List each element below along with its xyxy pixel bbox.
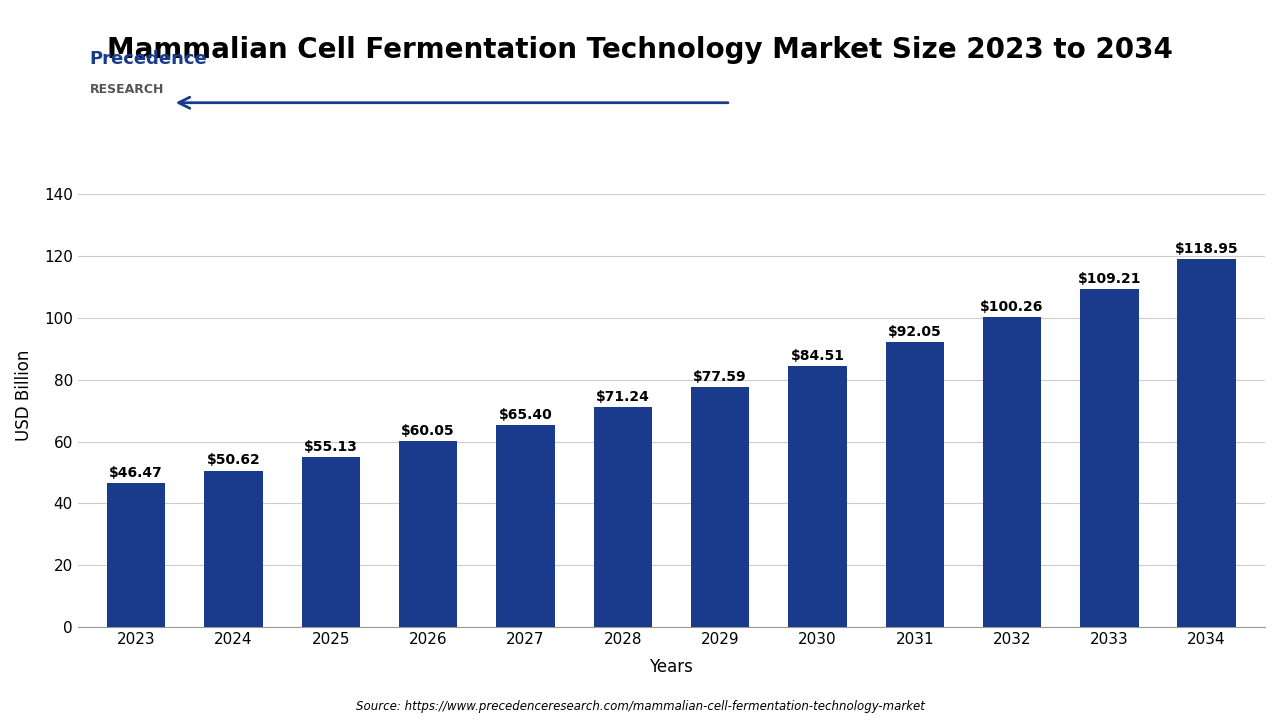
Text: $109.21: $109.21 (1078, 272, 1140, 286)
Text: $50.62: $50.62 (206, 454, 260, 467)
Bar (205, 471, 262, 627)
Bar (399, 441, 457, 627)
Bar (1178, 259, 1235, 627)
Text: Precedence: Precedence (90, 50, 207, 68)
Bar (691, 387, 749, 627)
Text: $100.26: $100.26 (980, 300, 1043, 314)
Bar (886, 343, 943, 627)
Bar (108, 483, 165, 627)
Bar (302, 456, 360, 627)
Y-axis label: USD Billion: USD Billion (15, 349, 33, 441)
Text: RESEARCH: RESEARCH (90, 83, 164, 96)
Text: $60.05: $60.05 (402, 424, 454, 438)
Text: $71.24: $71.24 (595, 390, 650, 404)
Text: Mammalian Cell Fermentation Technology Market Size 2023 to 2034: Mammalian Cell Fermentation Technology M… (108, 36, 1172, 64)
X-axis label: Years: Years (649, 658, 694, 676)
Text: $65.40: $65.40 (499, 408, 553, 422)
Text: $77.59: $77.59 (694, 370, 748, 384)
Text: $46.47: $46.47 (109, 467, 163, 480)
Text: $55.13: $55.13 (303, 439, 358, 454)
Bar (1080, 289, 1138, 627)
Bar (788, 366, 846, 627)
Bar (594, 407, 652, 627)
Text: $92.05: $92.05 (888, 325, 942, 339)
Text: $84.51: $84.51 (790, 348, 845, 363)
Text: Source: https://www.precedenceresearch.com/mammalian-cell-fermentation-technolog: Source: https://www.precedenceresearch.c… (356, 700, 924, 713)
Text: $118.95: $118.95 (1175, 242, 1239, 256)
Bar (983, 317, 1041, 627)
Bar (497, 425, 554, 627)
